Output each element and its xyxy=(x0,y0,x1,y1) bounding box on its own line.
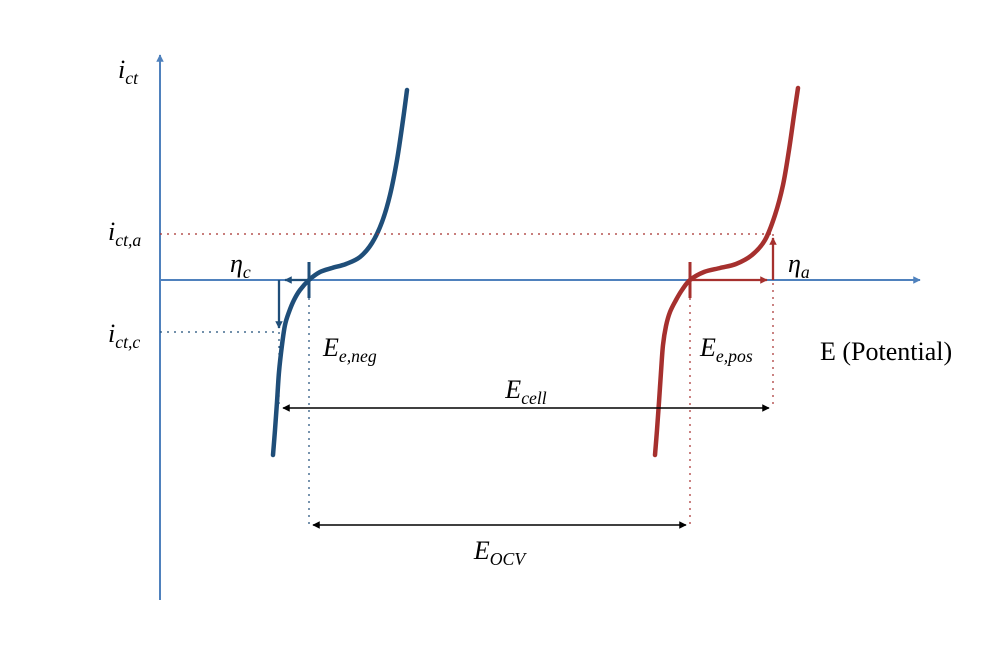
i-ct-c-label: ict,c xyxy=(108,319,140,352)
i-ct-a-label: ict,a xyxy=(108,217,141,250)
negative-electrode-curve xyxy=(273,90,407,455)
y-axis-label: ict xyxy=(118,55,139,88)
E-e-neg-label: Ee,neg xyxy=(322,333,377,366)
E-ocv-label: EOCV xyxy=(473,536,527,569)
x-axis-label: E (Potential) xyxy=(820,337,952,366)
positive-electrode-curve xyxy=(655,88,798,455)
eta-c-label: ηc xyxy=(230,249,251,282)
eta-a-label: ηa xyxy=(788,249,810,282)
E-cell-label: Ecell xyxy=(504,375,546,408)
E-e-pos-label: Ee,pos xyxy=(699,333,753,366)
